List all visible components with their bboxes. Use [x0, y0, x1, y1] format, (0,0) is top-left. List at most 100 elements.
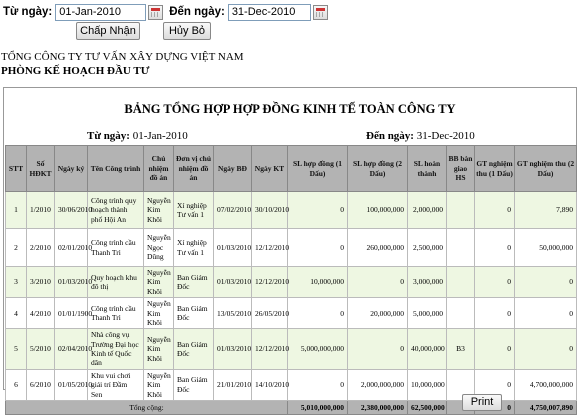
cell: 2 — [5, 228, 27, 267]
cell: 50,000,000 — [514, 228, 577, 267]
cell: Ban Giám Đốc — [173, 265, 214, 299]
report-panel: BẢNG TỔNG HỢP HỢP ĐỒNG KINH TẾ TOÀN CÔNG… — [3, 87, 577, 415]
total-sl2: 2,380,000,000 — [347, 399, 408, 415]
cell: 02/01/2010 — [54, 228, 92, 267]
cell: Ban Giám Đốc — [173, 328, 214, 370]
cell: 0 — [514, 297, 577, 330]
cell: Nhà công vụ Trường Đại học Kinh tế Quốc … — [87, 328, 144, 370]
cell: 100,000,000 — [347, 191, 408, 229]
cancel-button[interactable]: Hủy Bỏ — [163, 22, 211, 40]
cell: Xí nghiệp Tư vấn 1 — [173, 228, 214, 267]
totals-row: Tổng cộng: 5,010,000,000 2,380,000,000 6… — [5, 399, 577, 415]
col-header: STT — [5, 145, 27, 192]
report-to-value: 31-Dec-2010 — [416, 130, 475, 142]
cell: 12/12/2010 — [251, 265, 289, 299]
cell: B3 — [446, 328, 475, 370]
report-to-date: Đến ngày: 31-Dec-2010 — [366, 130, 475, 142]
cell: Công trình quy hoạch thành phố Hội An — [87, 191, 144, 229]
col-header: Ngày BĐ — [213, 145, 252, 192]
col-header: SL hoàn thành — [407, 145, 447, 192]
cell: 01/03/2010 — [54, 265, 92, 299]
cell: 01/01/1900 — [54, 297, 92, 330]
cell: 0 — [474, 265, 515, 299]
cell: 21/01/2010 — [213, 368, 252, 401]
cell: 3,000,000 — [407, 265, 447, 299]
calendar-icon[interactable] — [148, 4, 164, 20]
cell: 3 — [5, 265, 27, 299]
cell: Khu vui chơi giải trí Đầm Sen — [87, 368, 144, 401]
col-header: GT nghiệm thu (2 Dấu) — [514, 145, 577, 192]
cell: 26/05/2010 — [251, 297, 289, 330]
cell: 12/12/2010 — [251, 328, 289, 370]
table-row: 2 2/2010 02/01/2010 Công trình cầu Thanh… — [5, 228, 577, 267]
to-date-input[interactable] — [227, 3, 311, 21]
cell: 0 — [474, 228, 515, 267]
col-header: BB bàn giao HS — [446, 145, 475, 192]
cell: 30/06/2010 — [54, 191, 92, 229]
cell: 260,000,000 — [347, 228, 408, 267]
cell: 5 — [5, 328, 27, 370]
cell: Nguyễn Ngọc Dũng — [143, 228, 174, 267]
cell: Công trình cầu Thanh Trì — [87, 297, 144, 330]
cell: Công trình cầu Thanh Trì — [87, 228, 144, 267]
cell: 0 — [474, 368, 515, 401]
cell: 0 — [287, 297, 348, 330]
cell: Nguyễn Kim Khôi — [143, 191, 174, 229]
cell: 07/02/2010 — [213, 191, 252, 229]
cell: 0 — [347, 265, 408, 299]
cell: 2,000,000 — [407, 191, 447, 229]
cell: 0 — [287, 228, 348, 267]
col-header: GT nghiệm thu (1 Dấu) — [474, 145, 515, 192]
col-header: Ngày KT — [251, 145, 288, 192]
cell: 6 — [5, 368, 27, 401]
cell: Nguyễn Kim Khôi — [143, 368, 174, 401]
col-header: SL hợp đồng (2 Dấu) — [347, 145, 408, 192]
date-filter-bar: Từ ngày: Đến ngày: — [3, 3, 328, 21]
cell — [446, 191, 475, 229]
cell: 12/12/2010 — [251, 228, 289, 267]
accept-button[interactable]: Chấp Nhận — [76, 22, 140, 40]
cell: 02/04/2010 — [54, 328, 92, 370]
cell: 2,500,000 — [407, 228, 447, 267]
cell: 4 — [5, 297, 27, 330]
cell: 30/10/2010 — [251, 191, 289, 229]
cell: Nguyễn Kim Khôi — [143, 297, 174, 330]
cell: 1/2010 — [26, 191, 55, 229]
cell: 01/03/2010 — [213, 328, 252, 370]
calendar-icon[interactable] — [312, 4, 328, 20]
cell: 2/2010 — [26, 228, 55, 267]
cell: 0 — [474, 191, 515, 229]
report-from-label: Từ ngày: — [87, 130, 130, 142]
cell: 10,000,000 — [287, 265, 348, 299]
total-gt2: 4,750,007,890 — [514, 399, 577, 415]
cell: 01/05/2010 — [54, 368, 92, 401]
cell: 40,000,000 — [407, 328, 447, 370]
print-button[interactable]: Print — [462, 394, 502, 411]
col-header: Số HĐKT — [26, 145, 55, 192]
table-header-row: STT Số HĐKT Ngày ký Tên Công trình Chủ n… — [5, 145, 577, 192]
cell: 4,700,000,000 — [514, 368, 577, 401]
cell — [446, 297, 475, 330]
report-from-value: 01-Jan-2010 — [132, 130, 188, 142]
col-header: Tên Công trình — [87, 145, 144, 192]
cell: 0 — [287, 191, 348, 229]
cell: 7,890 — [514, 191, 577, 229]
cell: 13/05/2010 — [213, 297, 252, 330]
cell: 0 — [347, 328, 408, 370]
cell: 0 — [514, 265, 577, 299]
from-date-label: Từ ngày: — [3, 6, 53, 18]
col-header: SL hợp đồng (1 Dấu) — [287, 145, 348, 192]
cell: 20,000,000 — [347, 297, 408, 330]
cell: 6/2010 — [26, 368, 55, 401]
table-row: 6 6/2010 01/05/2010 Khu vui chơi giải tr… — [5, 368, 577, 401]
cell: 4/2010 — [26, 297, 55, 330]
contract-summary-table: STT Số HĐKT Ngày ký Tên Công trình Chủ n… — [5, 145, 577, 415]
cell — [446, 265, 475, 299]
cell: 0 — [474, 328, 515, 370]
cell: 5/2010 — [26, 328, 55, 370]
cell: 5,000,000,000 — [287, 328, 348, 370]
report-title: BẢNG TỔNG HỢP HỢP ĐỒNG KINH TẾ TOÀN CÔNG… — [124, 102, 456, 116]
report-from-date: Từ ngày: 01-Jan-2010 — [87, 130, 188, 142]
from-date-input[interactable] — [55, 3, 147, 21]
cell: Nguyễn Kim Khôi — [143, 265, 174, 299]
